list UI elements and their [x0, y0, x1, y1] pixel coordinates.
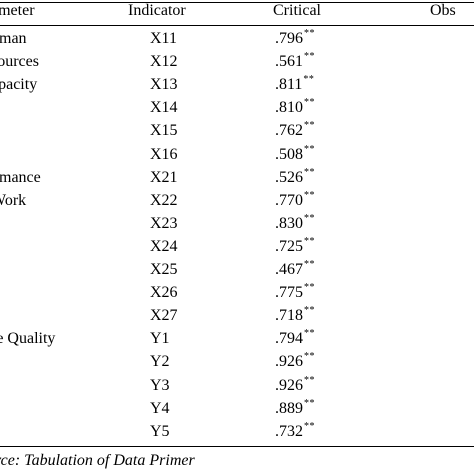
indicator-cell: Y5	[150, 423, 170, 440]
critical-value-cell: .926**	[275, 351, 315, 373]
significance-marker: **	[304, 97, 315, 108]
critical-value-cell: .718**	[275, 305, 315, 327]
critical-value-cell: .561**	[275, 51, 315, 73]
critical-value: .561	[275, 53, 303, 70]
critical-value-cell: .762**	[275, 120, 315, 142]
significance-marker: **	[304, 351, 315, 362]
significance-marker: **	[304, 51, 315, 62]
significance-marker: **	[304, 328, 315, 339]
significance-marker: **	[304, 305, 315, 316]
header-critical: Critical	[273, 2, 321, 19]
header-indicator: Indicator	[128, 2, 186, 19]
header-rule	[0, 25, 474, 26]
critical-value-cell: .889**	[275, 398, 315, 420]
significance-marker: **	[304, 167, 315, 178]
indicator-cell: X14	[150, 99, 178, 116]
critical-value: .810	[275, 99, 303, 116]
indicator-cell: X13	[150, 76, 178, 93]
critical-value: .732	[275, 423, 303, 440]
significance-marker: **	[304, 28, 315, 39]
indicator-cell: Y1	[150, 330, 170, 347]
indicator-cell: Y2	[150, 353, 170, 370]
indicator-cell: X15	[150, 122, 178, 139]
significance-marker: **	[304, 259, 315, 270]
critical-value-cell: .508**	[275, 144, 315, 166]
critical-value-cell: .796**	[275, 28, 315, 50]
critical-value: .796	[275, 30, 303, 47]
indicator-cell: X12	[150, 53, 178, 70]
indicator-cell: Y3	[150, 377, 170, 394]
critical-value-cell: .526**	[275, 167, 315, 189]
significance-marker: **	[304, 421, 315, 432]
critical-value: .811	[275, 76, 303, 93]
indicator-cell: X23	[150, 215, 178, 232]
critical-value-cell: .926**	[275, 375, 315, 397]
indicator-cell: X22	[150, 192, 178, 209]
header-observed: Obs	[430, 2, 456, 19]
critical-value: .775	[275, 284, 303, 301]
table-top-rule	[0, 2, 474, 3]
critical-value: .725	[275, 238, 303, 255]
critical-value-cell: .770**	[275, 190, 315, 212]
critical-value-cell: .775**	[275, 282, 315, 304]
critical-value: .526	[275, 169, 303, 186]
indicator-cell: X25	[150, 261, 178, 278]
significance-marker: **	[304, 213, 315, 224]
significance-marker: **	[303, 74, 315, 85]
critical-value: .889	[275, 400, 303, 417]
significance-marker: **	[304, 236, 315, 247]
significance-marker: **	[304, 398, 315, 409]
critical-value-cell: .794**	[275, 328, 315, 350]
parameter-label: apacity	[0, 76, 38, 93]
critical-value: .467	[275, 261, 303, 278]
indicator-cell: Y4	[150, 400, 170, 417]
critical-value: .718	[275, 307, 303, 324]
parameter-label: omance	[0, 169, 41, 186]
critical-value-cell: .732**	[275, 421, 315, 443]
significance-marker: **	[304, 282, 315, 293]
table-source-note: urce: Tabulation of Data Primer	[0, 452, 195, 469]
critical-value-cell: .810**	[275, 97, 315, 119]
significance-marker: **	[304, 120, 315, 131]
header-parameter: ameter	[0, 2, 35, 19]
critical-value-cell: .467**	[275, 259, 315, 281]
critical-value: .926	[275, 377, 303, 394]
critical-value: .770	[275, 192, 303, 209]
indicator-cell: X27	[150, 307, 178, 324]
parameter-label: uman	[0, 30, 27, 47]
significance-marker: **	[304, 190, 315, 201]
critical-value-cell: .811**	[275, 74, 315, 96]
indicator-cell: X24	[150, 238, 178, 255]
parameter-label: Work	[0, 192, 27, 209]
critical-value: .926	[275, 353, 303, 370]
indicator-cell: X21	[150, 169, 178, 186]
table-bottom-rule	[0, 446, 474, 447]
critical-value-cell: .830**	[275, 213, 315, 235]
indicator-cell: X26	[150, 284, 178, 301]
parameter-label: sources	[0, 53, 39, 70]
critical-value-cell: .725**	[275, 236, 315, 258]
critical-value: .508	[275, 146, 303, 163]
indicator-cell: X11	[150, 30, 177, 47]
significance-marker: **	[304, 375, 315, 386]
critical-value: .794	[275, 330, 303, 347]
parameter-label: fe Quality	[0, 330, 56, 347]
critical-value: .830	[275, 215, 303, 232]
significance-marker: **	[304, 144, 315, 155]
indicator-cell: X16	[150, 146, 178, 163]
critical-value: .762	[275, 122, 303, 139]
